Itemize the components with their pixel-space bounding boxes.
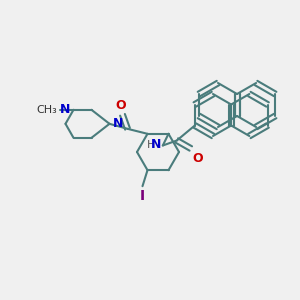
Text: CH₃: CH₃ bbox=[37, 105, 58, 115]
Text: H: H bbox=[146, 140, 155, 149]
Text: N: N bbox=[112, 117, 123, 130]
Text: N: N bbox=[150, 138, 161, 151]
Text: O: O bbox=[193, 152, 203, 164]
Text: O: O bbox=[115, 99, 126, 112]
Text: N: N bbox=[60, 103, 70, 116]
Text: I: I bbox=[140, 189, 145, 203]
